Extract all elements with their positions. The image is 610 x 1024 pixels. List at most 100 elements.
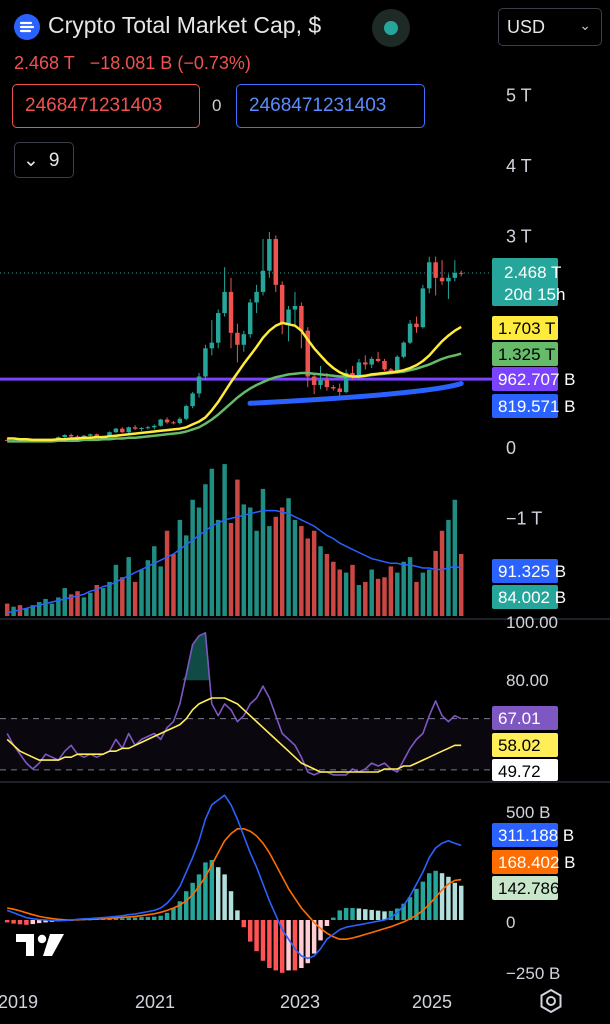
tradingview-logo-icon[interactable] — [14, 930, 68, 960]
market-status-button[interactable] — [372, 9, 410, 47]
symbol-title[interactable]: Crypto Total Market Cap, $ — [48, 12, 322, 38]
macd-histogram-bar — [164, 912, 170, 920]
candle-body — [363, 362, 368, 365]
candle-body — [299, 306, 304, 331]
volume-bar — [452, 499, 458, 616]
volume-ma-line — [7, 509, 462, 614]
signal-value-bg — [492, 850, 558, 874]
volume-bar — [94, 585, 99, 616]
rsi-value-bg — [492, 706, 558, 730]
volume-bar — [30, 605, 36, 616]
macd-histogram-bar — [36, 920, 42, 924]
macd-histogram-bar — [152, 916, 157, 920]
rsi-band — [0, 718, 492, 770]
volume-bar — [395, 572, 400, 616]
rsi-lower-value-bg — [492, 759, 558, 781]
macd-histogram-bar — [241, 920, 247, 928]
volume-bar — [139, 569, 144, 616]
x-tick-label: 2025 — [412, 992, 452, 1012]
sell-button[interactable]: 2468471231403 — [12, 84, 200, 128]
volume-bar — [363, 581, 368, 616]
candle-body — [222, 291, 227, 314]
candle-body — [196, 376, 202, 394]
candle-body — [414, 323, 419, 328]
support-value: 819.571 B — [498, 397, 576, 416]
candle-body — [337, 388, 342, 393]
volume-bar — [75, 591, 80, 616]
macd-histogram-bar — [177, 901, 183, 920]
indicators-toggle[interactable]: ⌄ 9 — [14, 142, 74, 178]
macd-histogram-bar — [286, 920, 291, 971]
moving-average-slow — [7, 352, 462, 443]
buy-button[interactable]: 2468471231403 — [236, 84, 425, 128]
macd-histogram-bar — [433, 870, 438, 920]
volume-bar — [388, 566, 394, 616]
macd-histogram-bar — [446, 876, 451, 920]
candle-body — [139, 427, 144, 429]
macd-signal-line — [7, 827, 462, 941]
macd-histogram-bar — [375, 910, 381, 920]
candle-body — [126, 427, 131, 433]
ma-fast-value-bg — [492, 316, 558, 340]
y-tick-label: 5 T — [506, 86, 532, 106]
macd-histogram-bar — [43, 920, 48, 923]
candle-body — [343, 372, 349, 393]
rsi-ma-value-bg — [492, 733, 558, 757]
macd-histogram-bar — [107, 918, 112, 920]
rsi-y-tick: 80.00 — [506, 671, 549, 690]
last-value: 2.468 T — [14, 53, 75, 73]
volume-bar — [375, 578, 381, 616]
volume-bar — [24, 608, 29, 616]
volume-bar — [439, 530, 445, 616]
candle-body — [439, 277, 445, 282]
chevron-down-icon: ⌄ — [579, 17, 591, 33]
rsi-lower-value: 49.72 — [498, 762, 541, 781]
change-percent: (−0.73%) — [177, 53, 251, 73]
volume-bar — [196, 507, 202, 616]
volume-bar — [132, 581, 138, 616]
volume-bar — [184, 535, 189, 616]
candle-body — [452, 272, 458, 278]
candle-body — [331, 387, 336, 389]
x-tick-label: 2021 — [135, 992, 175, 1012]
macd-histogram-bar — [407, 897, 413, 920]
candle-body — [292, 306, 298, 310]
volume-bar — [311, 530, 317, 616]
change-value: −18.081 B — [89, 53, 173, 73]
candle-body — [286, 309, 291, 324]
macd-histogram-bar — [395, 908, 400, 920]
macd-histogram-bar — [158, 915, 163, 920]
candle-body — [420, 288, 426, 328]
macd-histogram-bar — [209, 860, 215, 920]
volume-bar — [401, 561, 406, 616]
volume-ma-value-bg — [492, 559, 558, 583]
candle-body — [350, 372, 355, 377]
y-tick-label: −1 T — [506, 509, 542, 529]
macd-histogram-bar — [120, 918, 125, 920]
currency-select[interactable]: USD ⌄ — [498, 8, 602, 46]
volume-bar — [113, 564, 119, 616]
volume-value-bg — [492, 585, 558, 609]
candle-body — [152, 425, 157, 428]
candle-body — [375, 358, 381, 361]
macd-histogram-bar — [369, 909, 374, 920]
histogram-value: 142.786 B — [498, 879, 576, 898]
settings-gear-icon[interactable] — [538, 988, 564, 1014]
price-tag-value: 2.468 T — [504, 263, 561, 282]
volume-bar — [414, 581, 419, 616]
macd-histogram-bar — [324, 920, 330, 926]
volume-ma-value: 91.325 B — [498, 562, 566, 581]
macd-histogram-bar — [388, 910, 394, 920]
horizontal-level-value: 962.707 B — [498, 370, 576, 389]
macd-histogram-bar — [215, 867, 221, 920]
volume-bar — [164, 530, 170, 616]
rsi-y-tick: 100.00 — [506, 613, 558, 632]
horizontal-level-value-bg — [492, 367, 558, 391]
volume-bar — [241, 504, 247, 616]
ma-slow-value-bg — [492, 342, 558, 366]
candle-body — [4, 439, 10, 441]
macd-histogram-bar — [247, 920, 253, 942]
volume-bar — [260, 488, 266, 616]
macd-histogram-bar — [17, 920, 23, 925]
